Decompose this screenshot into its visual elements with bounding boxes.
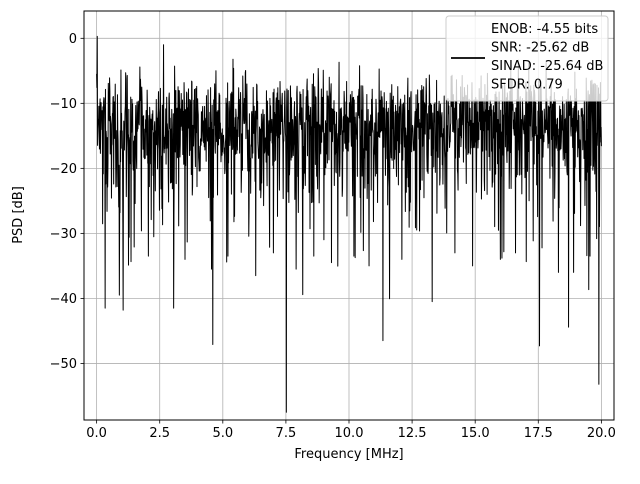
psd-trace	[96, 35, 602, 413]
legend-entry-sinad: SINAD: -25.64 dB	[491, 59, 603, 74]
axis-ticks	[80, 37, 602, 424]
legend-entry-snr: SNR: -25.62 dB	[491, 41, 589, 56]
x-tick-label: 5.0	[212, 426, 233, 441]
y-axis-label: PSD [dB]	[11, 186, 26, 244]
y-tick-label: −10	[50, 97, 77, 112]
x-tick-label: 7.5	[276, 426, 297, 441]
y-tick-label: 0	[69, 32, 77, 47]
x-tick-label: 2.5	[149, 426, 170, 441]
legend-entry-enob: ENOB: -4.55 bits	[491, 22, 598, 37]
y-tick-label: −30	[50, 227, 77, 242]
x-tick-label: 12.5	[398, 426, 427, 441]
axes-spines	[83, 10, 615, 421]
x-tick-label: 15.0	[461, 426, 490, 441]
x-tick-label: 17.5	[524, 426, 553, 441]
legend-entry-sfdr: SFDR: 0.79	[491, 78, 563, 93]
x-tick-label: 20.0	[587, 426, 616, 441]
legend: ENOB: -4.55 bits SNR: -25.62 dB SINAD: -…	[445, 15, 609, 102]
legend-box	[445, 15, 609, 102]
y-tick-label: −40	[50, 292, 77, 307]
x-axis-label: Frequency [MHz]	[294, 447, 403, 462]
y-tick-label: −50	[50, 357, 77, 372]
x-tick-label: 10.0	[335, 426, 364, 441]
axis-tick-labels: 0.0 2.5 5.0 7.5 10.0 12.5 15.0 17.5 20.0 0 −10 −20 −…	[50, 32, 616, 441]
y-tick-label: −20	[50, 162, 77, 177]
x-tick-label: 0.0	[86, 426, 107, 441]
